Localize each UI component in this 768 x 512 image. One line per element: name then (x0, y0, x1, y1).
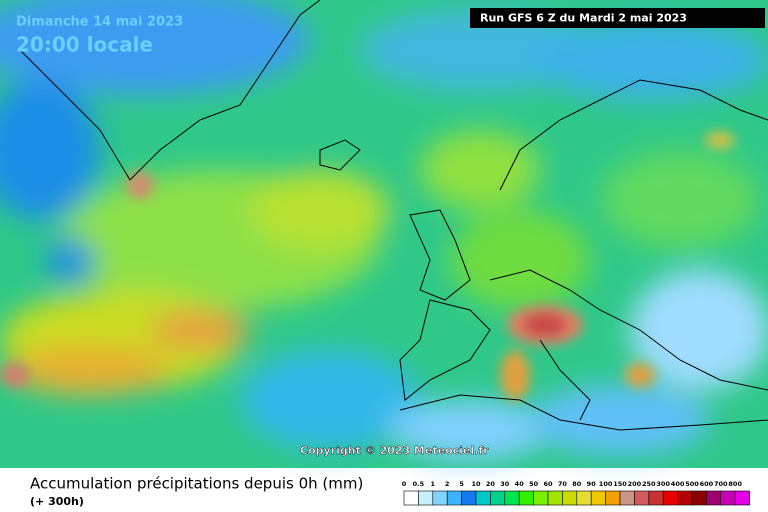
legend-swatch (605, 490, 621, 506)
legend-swatch (634, 490, 650, 506)
legend-swatch (432, 490, 448, 506)
legend-label: 30 (500, 480, 510, 488)
legend-swatch (590, 490, 606, 506)
legend-label: 100 (599, 480, 613, 488)
legend-label: 150 (613, 480, 627, 488)
legend-swatch (576, 490, 592, 506)
legend-label: 1 (431, 480, 436, 488)
copyright: Copyright © 2023 Meteociel.fr (300, 444, 489, 457)
legend-label: 80 (572, 480, 582, 488)
legend-label: 400 (671, 480, 685, 488)
legend-label: 70 (558, 480, 568, 488)
legend-label: 0 (402, 480, 407, 488)
legend-swatch (418, 490, 434, 506)
legend-swatch (648, 490, 664, 506)
legend-swatch (446, 490, 462, 506)
legend-label: 5 (459, 480, 464, 488)
legend-swatch (461, 490, 477, 506)
legend-label: 90 (587, 480, 597, 488)
legend-swatch (720, 490, 736, 506)
legend-swatch (475, 490, 491, 506)
legend-label: 600 (700, 480, 714, 488)
precip-peaks (0, 132, 735, 400)
legend-swatch (619, 490, 635, 506)
coastlines (19, 0, 768, 431)
forecast-date: Dimanche 14 mai 2023 (16, 15, 183, 30)
legend-swatch (518, 490, 534, 506)
run-info: Run GFS 6 Z du Mardi 2 mai 2023 (480, 12, 687, 25)
legend-swatch (547, 490, 563, 506)
legend-label: 500 (685, 480, 699, 488)
legend-swatch (677, 490, 693, 506)
forecast-time: 20:00 locale (16, 33, 153, 57)
legend-swatch (562, 490, 578, 506)
legend-swatch (504, 490, 520, 506)
legend-swatch (533, 490, 549, 506)
precip-field (0, 0, 768, 460)
legend-label: 60 (543, 480, 553, 488)
legend-swatch (734, 490, 750, 506)
legend-swatch (691, 490, 707, 506)
legend-subtitle: (+ 300h) (30, 495, 84, 508)
legend-swatch (706, 490, 722, 506)
legend-label: 2 (445, 480, 450, 488)
legend-swatch (403, 490, 419, 506)
legend-label: 800 (728, 480, 742, 488)
legend-label: 300 (656, 480, 670, 488)
legend-label: 250 (642, 480, 656, 488)
legend-label: 0.5 (413, 480, 425, 488)
legend-label: 10 (471, 480, 481, 488)
run-box (470, 8, 765, 28)
legend-label: 200 (628, 480, 642, 488)
legend-label: 20 (486, 480, 496, 488)
legend-swatch (662, 490, 678, 506)
legend-label: 40 (515, 480, 525, 488)
legend-label: 700 (714, 480, 728, 488)
legend-swatch (490, 490, 506, 506)
legend-label: 50 (529, 480, 539, 488)
color-legend: 0 0.5 1 2 5 10 20 30 40 50 60 70 80 90 100 150 200 250 300… (402, 480, 750, 506)
legend-title: Accumulation précipitations depuis 0h (m… (30, 475, 363, 493)
